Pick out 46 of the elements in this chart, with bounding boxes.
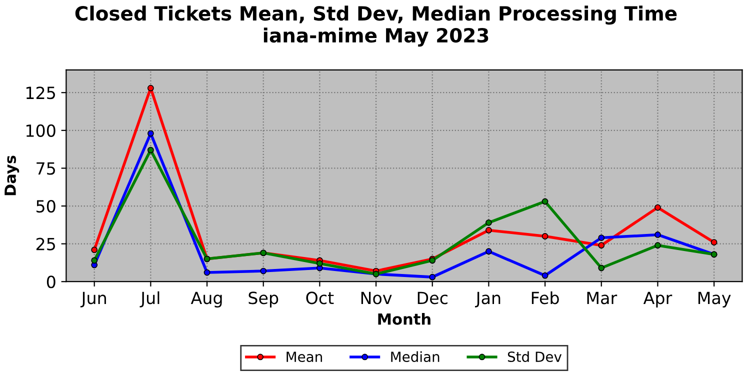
x-tick-label: May bbox=[698, 292, 731, 308]
point bbox=[710, 239, 718, 246]
point bbox=[486, 227, 492, 234]
point bbox=[654, 242, 661, 249]
x-tick-label: Jun bbox=[80, 292, 106, 308]
point bbox=[316, 260, 323, 267]
x-tick-label: Mar bbox=[587, 292, 618, 304]
x-tick-label: Sep bbox=[248, 292, 278, 308]
y-tick-label: 75 bbox=[36, 162, 55, 175]
point bbox=[204, 269, 210, 276]
point bbox=[260, 268, 267, 274]
y-axis-title: Days bbox=[4, 156, 20, 196]
x-tick-label: Jan bbox=[475, 292, 500, 308]
point bbox=[542, 233, 548, 240]
point bbox=[486, 219, 492, 226]
x-tick-label: Dec bbox=[418, 292, 448, 304]
y-tick-label: 50 bbox=[36, 200, 56, 213]
point bbox=[598, 234, 605, 241]
x-tick-label: Nov bbox=[361, 292, 392, 304]
point bbox=[147, 146, 154, 154]
point bbox=[147, 130, 154, 137]
point bbox=[147, 84, 154, 92]
point bbox=[598, 264, 605, 272]
point bbox=[542, 198, 548, 205]
y-tick-label: 25 bbox=[36, 238, 55, 250]
point bbox=[654, 232, 661, 238]
point bbox=[91, 257, 98, 264]
x-axis-title: Month bbox=[378, 313, 430, 325]
y-tick-label: 100 bbox=[26, 124, 56, 137]
x-tick-label: Jul bbox=[140, 291, 160, 308]
legend-label: Mean bbox=[286, 352, 322, 362]
y-tick-label: 0 bbox=[46, 276, 56, 288]
point bbox=[429, 274, 436, 280]
chart-title: Closed Tickets Mean, Std Dev, Median Processing Time iana-mime May 2023 bbox=[75, 6, 677, 47]
legend-label: Median bbox=[391, 351, 440, 362]
x-tick-label: Oct bbox=[306, 292, 334, 304]
x-tick-label: Feb bbox=[532, 291, 559, 304]
x-tick-label: Aug bbox=[190, 292, 222, 308]
point bbox=[598, 242, 605, 249]
point bbox=[91, 246, 98, 254]
point bbox=[654, 204, 661, 211]
x-tick-label: Apr bbox=[643, 292, 672, 308]
y-tick-label: 125 bbox=[26, 86, 55, 100]
point bbox=[486, 248, 492, 255]
legend-label: Std Dev bbox=[508, 351, 562, 362]
point bbox=[542, 272, 548, 279]
